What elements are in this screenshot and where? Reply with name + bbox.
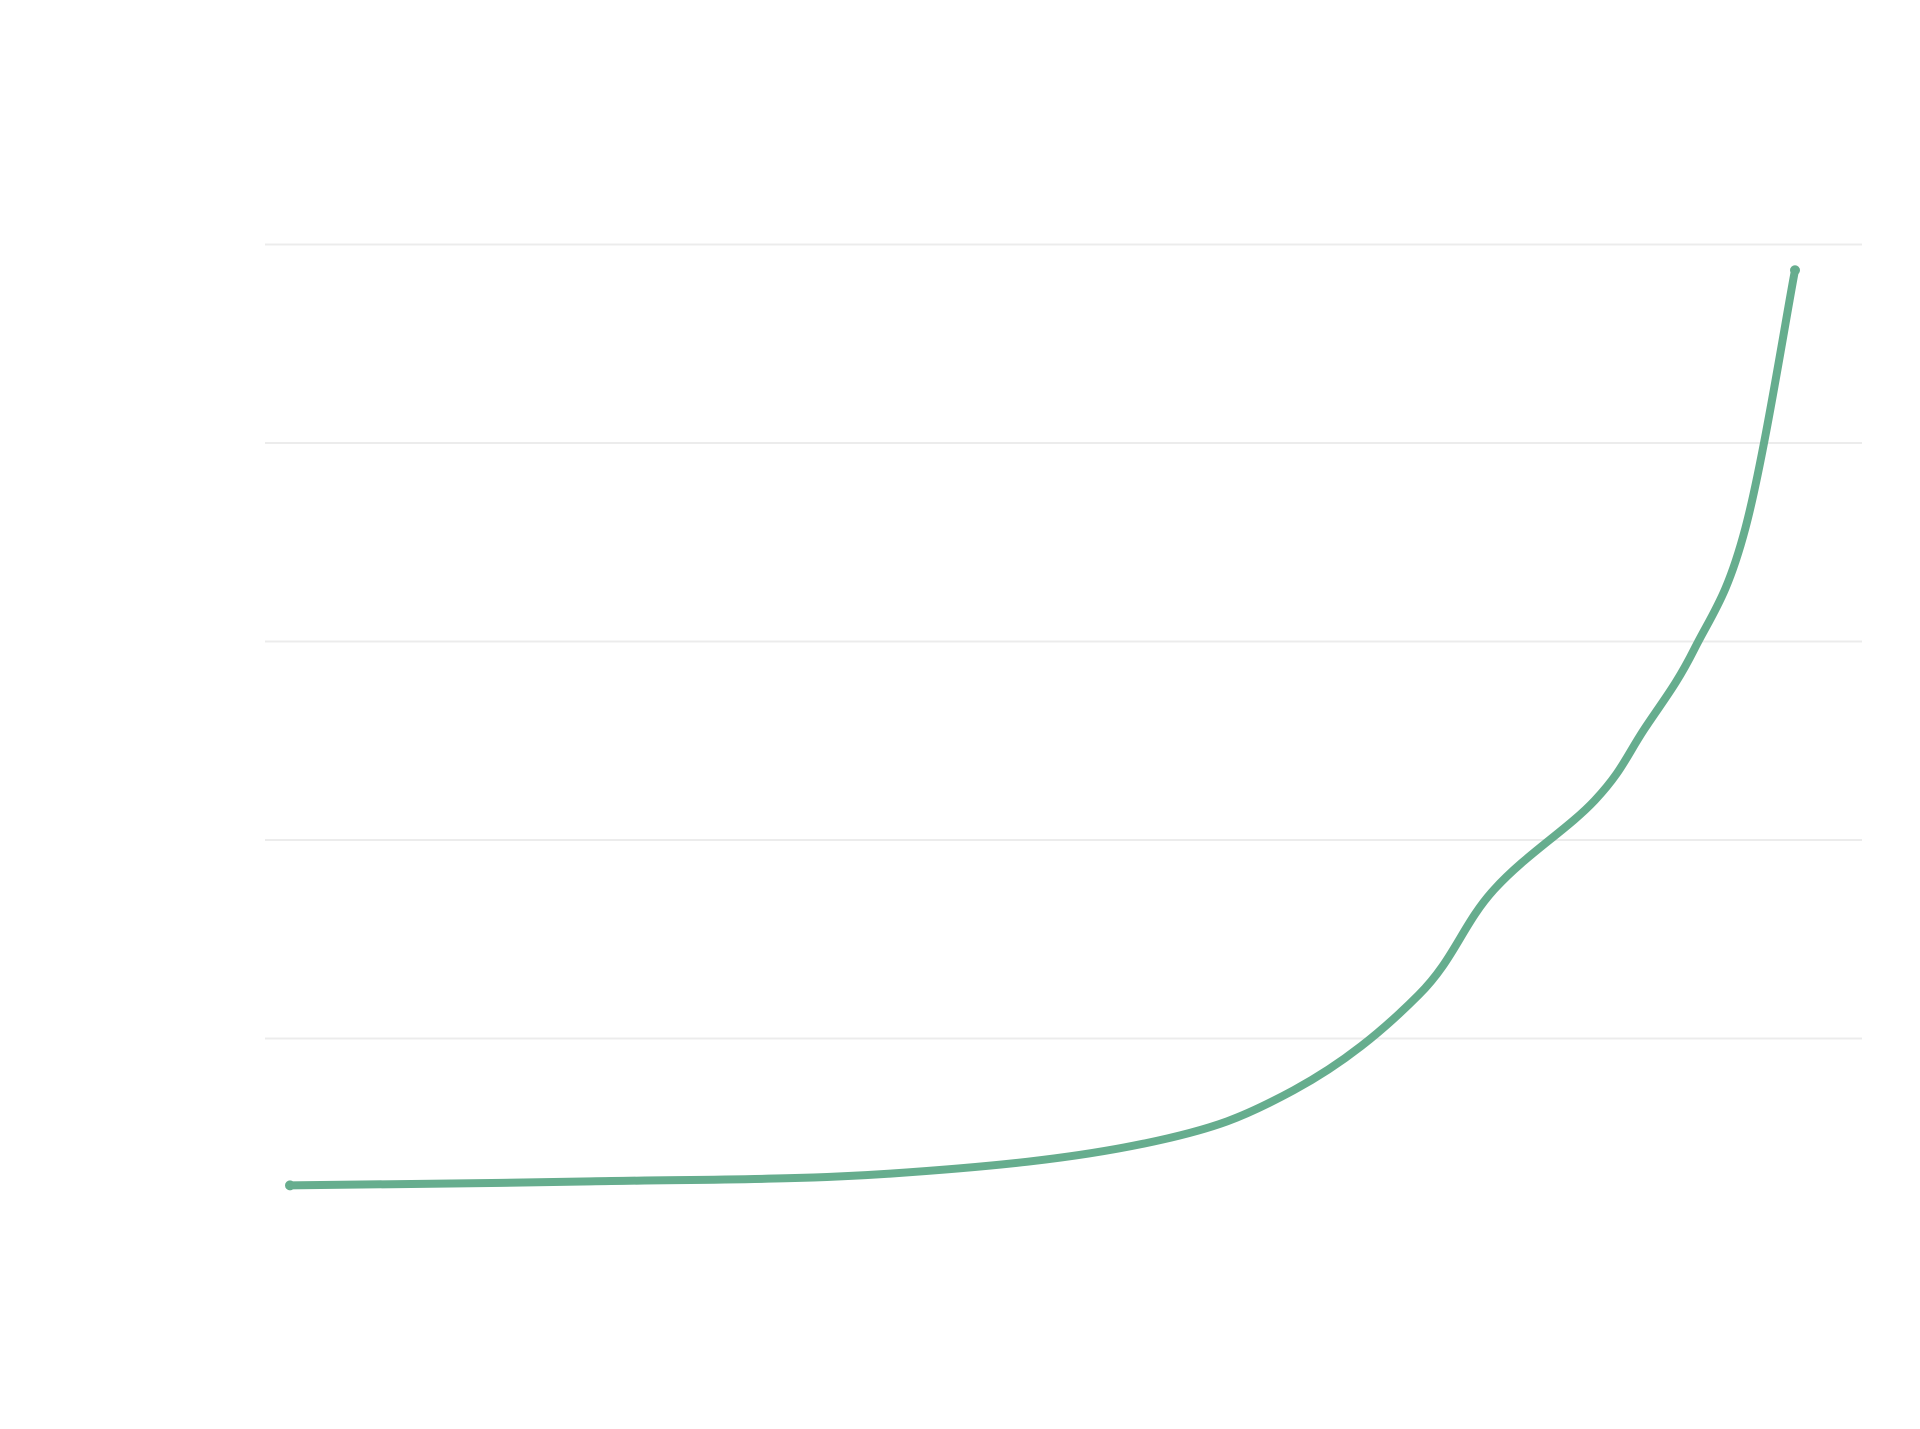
grid-lines [265,243,1862,1040]
series-end-point [1790,265,1800,276]
series-start-point [285,1180,295,1191]
series-line [286,266,1799,1190]
series-group [285,265,1800,1191]
